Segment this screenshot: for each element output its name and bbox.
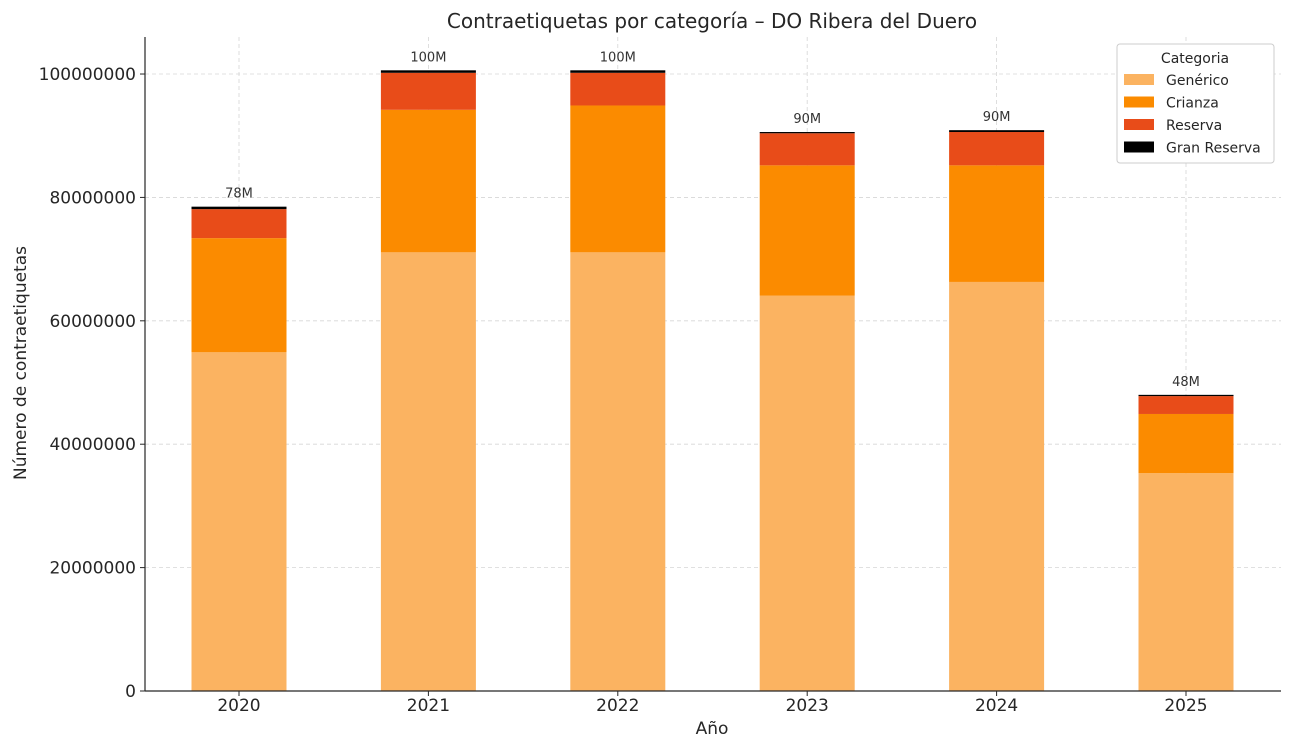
bar-segment (380, 70, 476, 73)
bar-segment (949, 132, 1045, 166)
x-tick-label: 2023 (786, 696, 829, 716)
y-axis-label: Número de contraetiquetas (11, 246, 31, 480)
bar-segment (380, 252, 476, 691)
bar-segment (570, 70, 666, 73)
bar-segment (949, 281, 1045, 691)
x-tick-label: 2022 (596, 696, 639, 716)
bar-segment (191, 352, 287, 691)
legend-swatch (1124, 74, 1154, 85)
total-label: 100M (410, 50, 446, 65)
y-tick-label: 0 (125, 682, 136, 702)
bars (191, 70, 1234, 691)
bar-segment (759, 295, 855, 691)
bar-segment (191, 206, 287, 210)
bar-segment (191, 209, 287, 239)
total-labels: 78M 100M 100M 90M 90M 48M (225, 50, 1200, 390)
total-label: 48M (1172, 375, 1200, 390)
bar-segment (191, 238, 287, 353)
x-tick-label: 2021 (407, 696, 450, 716)
legend-swatch (1124, 96, 1154, 108)
bar-segment (1138, 473, 1234, 691)
bar-segment (1138, 394, 1234, 397)
bar-segment (949, 130, 1045, 133)
bar-segment (1138, 413, 1234, 474)
bar-segment (570, 105, 666, 253)
bar-segment (1138, 396, 1234, 414)
y-tick-label: 60000000 (49, 312, 136, 332)
y-tick-label: 80000000 (49, 188, 136, 208)
bar-segment (759, 132, 855, 134)
x-tick-label: 2020 (217, 696, 260, 716)
legend-label: Crianza (1166, 96, 1219, 112)
grid (145, 37, 1281, 691)
legend-title: Categoria (1161, 51, 1229, 67)
bar-segment (380, 109, 476, 253)
x-axis-label: Año (696, 719, 729, 739)
bar-segment (570, 72, 666, 106)
x-tick-label: 2025 (1164, 696, 1207, 716)
legend-label: Reserva (1166, 118, 1222, 134)
total-label: 90M (983, 110, 1011, 125)
legend-label: Genérico (1166, 73, 1229, 89)
x-tick-label: 2024 (975, 696, 1018, 716)
legend-box (1116, 43, 1275, 164)
y-tick-label: 40000000 (49, 435, 136, 455)
axes (144, 37, 1281, 692)
bar-segment (759, 133, 855, 166)
y-tick-label: 20000000 (49, 559, 136, 579)
legend-swatch (1124, 119, 1154, 130)
total-label: 100M (600, 50, 636, 65)
total-label: 90M (793, 112, 821, 127)
y-tick-label: 100000000 (39, 65, 136, 85)
chart-title: Contraetiquetas por categoría – DO Riber… (447, 9, 977, 33)
legend-label: Gran Reserva (1166, 141, 1261, 157)
legend: Categoria Genérico Crianza Reserva Gran Res… (1116, 43, 1275, 164)
bar-segment (759, 165, 855, 296)
ticks: 0 20000000 40000000 60000000 80000000 1000000… (39, 65, 1208, 716)
bar-segment (570, 252, 666, 691)
bar-segment (380, 72, 476, 110)
legend-swatch (1124, 141, 1154, 153)
bar-segment (949, 165, 1045, 282)
total-label: 78M (225, 187, 253, 202)
